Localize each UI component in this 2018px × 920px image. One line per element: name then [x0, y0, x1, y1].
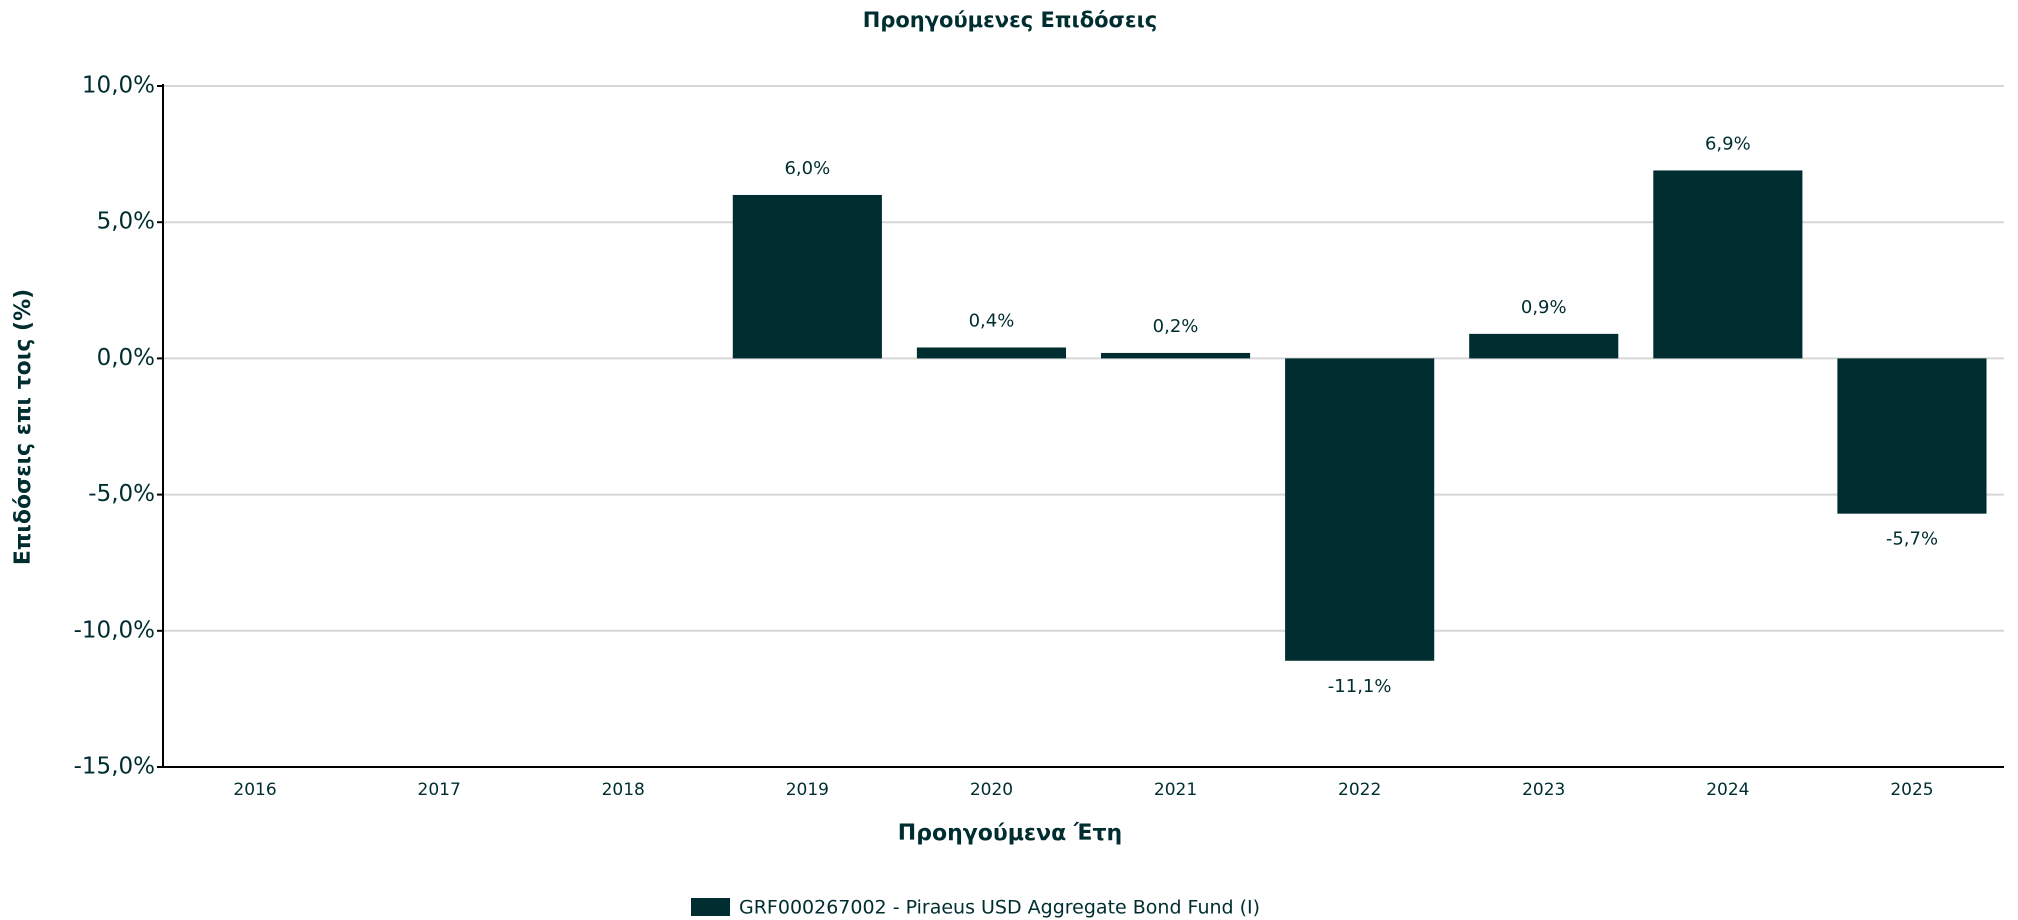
bar: [732, 194, 882, 359]
x-tick-label: 2021: [1154, 780, 1197, 800]
data-label: -5,7%: [1886, 529, 1938, 550]
data-label: 6,0%: [784, 158, 830, 179]
y-tick-label: -5,0%: [88, 481, 155, 507]
legend-label: GRF000267002 - Piraeus USD Aggregate Bon…: [739, 897, 1260, 919]
x-tick-label: 2025: [1890, 780, 1933, 800]
y-axis-label: Επιδόσεις επι τοις (%): [11, 289, 36, 565]
x-tick-label: 2024: [1706, 780, 1749, 800]
x-tick-label: 2017: [418, 780, 461, 800]
x-tick-label: 2019: [786, 780, 829, 800]
bar: [1100, 352, 1251, 359]
y-tick-label: 0,0%: [97, 345, 155, 371]
chart-title: Προηγούμενες Επιδόσεις: [863, 8, 1157, 32]
bar: [916, 347, 1067, 359]
data-label: -11,1%: [1328, 676, 1392, 697]
bar: [1653, 170, 1803, 359]
x-tick-label: 2023: [1522, 780, 1565, 800]
x-tick-label: 2022: [1338, 780, 1381, 800]
data-label: 0,2%: [1153, 316, 1199, 337]
legend-swatch: [691, 898, 730, 916]
data-label: 6,9%: [1705, 133, 1751, 154]
y-tick-label: -10,0%: [74, 617, 155, 643]
y-tick-label: -15,0%: [74, 754, 155, 780]
bar: [1285, 358, 1435, 661]
bar: [1469, 333, 1619, 359]
data-label: 0,9%: [1521, 297, 1567, 318]
x-tick-label: 2020: [970, 780, 1013, 800]
x-tick-label: 2016: [233, 780, 276, 800]
x-tick-label: 2018: [602, 780, 645, 800]
x-axis-label: Προηγούμενα Έτη: [898, 821, 1122, 846]
y-tick-label: 10,0%: [82, 73, 155, 99]
y-tick-label: 5,0%: [97, 209, 155, 235]
bar: [1837, 358, 1987, 514]
data-label: 0,4%: [969, 311, 1015, 332]
